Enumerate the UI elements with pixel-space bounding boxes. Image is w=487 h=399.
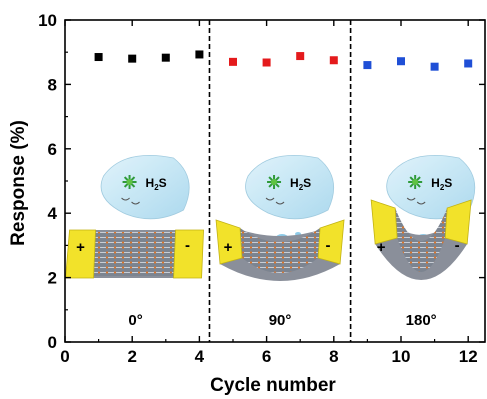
y-tick-label: 10 bbox=[38, 11, 57, 30]
minus-sign: - bbox=[455, 237, 460, 254]
gas-label: H2S bbox=[290, 176, 311, 192]
gas-cloud bbox=[100, 155, 190, 220]
plus-sign: + bbox=[377, 239, 386, 256]
data-point bbox=[464, 59, 473, 68]
gas-label: H2S bbox=[146, 176, 167, 192]
data-point bbox=[296, 52, 305, 61]
face-icon bbox=[416, 201, 426, 205]
right-electrode bbox=[317, 219, 345, 265]
y-tick-label: 4 bbox=[48, 204, 58, 223]
data-point bbox=[128, 54, 137, 63]
face-icon bbox=[131, 201, 140, 205]
sensor-panel-1: H2S + - bbox=[215, 155, 345, 281]
y-axis-title: Response (%) bbox=[8, 120, 29, 246]
data-point bbox=[397, 57, 405, 66]
x-tick-label: 12 bbox=[459, 347, 478, 366]
x-tick-label: 6 bbox=[262, 347, 271, 366]
data-point bbox=[161, 53, 170, 62]
nanowire-film bbox=[240, 228, 321, 273]
molecule-core-icon bbox=[271, 179, 278, 185]
gas-cloud bbox=[245, 155, 335, 220]
left-electrode bbox=[215, 219, 243, 265]
data-point bbox=[363, 61, 372, 70]
x-axis-title: Cycle number bbox=[210, 375, 336, 396]
axes: 0 2 4 6 8 10 12 0 2 4 6 8 10 bbox=[38, 11, 486, 366]
x-tick-label: 4 bbox=[195, 347, 205, 366]
minus-sign: - bbox=[185, 237, 190, 254]
right-electrode bbox=[444, 199, 472, 245]
sensor-panel-0: H2S + - bbox=[65, 155, 204, 279]
x-tick-label: 0 bbox=[60, 347, 69, 366]
panel-dividers bbox=[208, 20, 352, 342]
y-tick-label: 8 bbox=[48, 75, 57, 94]
data-point bbox=[262, 58, 271, 67]
plus-sign: + bbox=[76, 239, 85, 256]
face-icon bbox=[406, 197, 416, 201]
x-tick-label: 8 bbox=[329, 347, 338, 366]
y-tick-label: 2 bbox=[48, 269, 57, 288]
x-tick-label: 2 bbox=[127, 347, 136, 366]
panel-labels: 0° 90° 180° bbox=[128, 312, 436, 329]
minus-sign: - bbox=[326, 237, 331, 254]
left-electrode bbox=[370, 199, 398, 245]
face-icon bbox=[265, 197, 275, 201]
gas-label: H2S bbox=[431, 176, 452, 192]
angle-label: 90° bbox=[269, 312, 292, 329]
molecule-core-icon bbox=[126, 179, 133, 185]
data-point bbox=[195, 50, 204, 59]
molecule-core-icon bbox=[412, 179, 419, 185]
y-tick-label: 0 bbox=[48, 333, 57, 352]
data-point bbox=[229, 57, 237, 66]
y-tick-label: 6 bbox=[48, 140, 57, 159]
data-points bbox=[94, 50, 473, 71]
right-electrode bbox=[173, 229, 204, 279]
sensor-illustrations: H2S + - H2S + - H2S + - bbox=[65, 155, 476, 281]
data-point bbox=[329, 56, 338, 65]
device-substrate bbox=[371, 200, 472, 280]
sensor-panel-2: H2S + - bbox=[370, 155, 476, 280]
angle-label: 180° bbox=[406, 312, 437, 329]
left-electrode bbox=[65, 229, 96, 279]
nanowire-film bbox=[93, 232, 176, 276]
face-icon bbox=[275, 201, 285, 205]
x-tick-label: 10 bbox=[392, 347, 411, 366]
data-point bbox=[94, 53, 103, 62]
plus-sign: + bbox=[224, 239, 233, 256]
data-point bbox=[430, 62, 439, 71]
nanowire-film bbox=[395, 208, 448, 272]
angle-label: 0° bbox=[128, 312, 142, 329]
face-icon bbox=[121, 197, 130, 201]
